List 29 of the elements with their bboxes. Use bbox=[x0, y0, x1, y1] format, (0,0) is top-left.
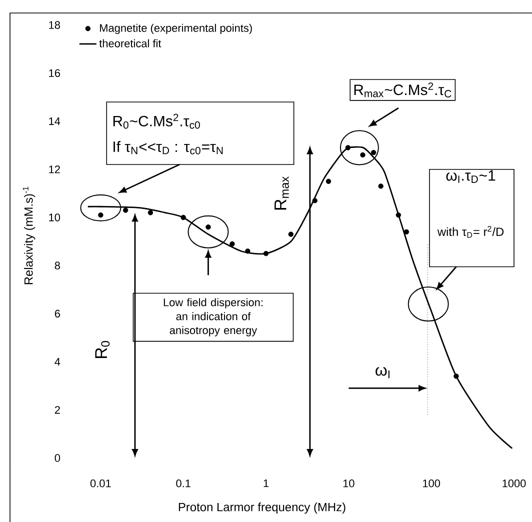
y-tick-label: 0 bbox=[54, 454, 60, 462]
x-axis-title: Proton Larmor frequency (MHz) bbox=[178, 502, 346, 514]
legend-label: theoretical fit bbox=[99, 39, 162, 48]
annotation: R$_{0}$ bbox=[95, 341, 110, 358]
annotation: R$_{0}$~C.Ms$^{2}$.τ$_{c0}$ bbox=[113, 114, 200, 129]
y-tick-label: 4 bbox=[54, 358, 60, 366]
y-axis-title: Relaxivity (mM.s)$^{-1}$ bbox=[22, 186, 36, 284]
x-tick-label: 100 bbox=[423, 480, 440, 488]
annotation: ω$_{I}$ bbox=[376, 367, 390, 378]
y-tick-label: 14 bbox=[49, 117, 60, 125]
x-tick-label: 0.1 bbox=[176, 480, 190, 488]
y-tick-label: 10 bbox=[49, 214, 60, 222]
annotation: If τ$_{N}$<<τ$_{D}$ : τ$_{c0}$=τ$_{N}$ bbox=[114, 141, 223, 154]
x-tick-label: 1000 bbox=[502, 480, 526, 488]
y-tick-label: 18 bbox=[49, 21, 60, 29]
annotation: ω$_{I}$.τ$_{D}$~1 bbox=[446, 170, 496, 183]
x-tick-label: 10 bbox=[343, 480, 354, 488]
y-tick-label: 16 bbox=[49, 69, 60, 78]
x-tick-label: 0.01 bbox=[90, 480, 111, 488]
annotation: R$_{max}$ bbox=[274, 176, 289, 210]
annotation: with τ$_{D}$= r$^{2}$/D bbox=[437, 226, 504, 238]
annotation: Low field dispersion: an indication of anisotropy energy bbox=[164, 298, 262, 336]
annotation: R$_{max}$~C.Ms$^{2}$.τ$_{C}$ bbox=[354, 82, 452, 98]
y-tick-label: 6 bbox=[54, 310, 60, 318]
legend-label: Magnetite (experimental points) bbox=[100, 24, 252, 34]
y-tick-label: 12 bbox=[49, 166, 60, 174]
y-tick-label: 8 bbox=[54, 262, 60, 270]
y-tick-label: 2 bbox=[54, 406, 60, 414]
x-tick-label: 1 bbox=[264, 480, 269, 488]
